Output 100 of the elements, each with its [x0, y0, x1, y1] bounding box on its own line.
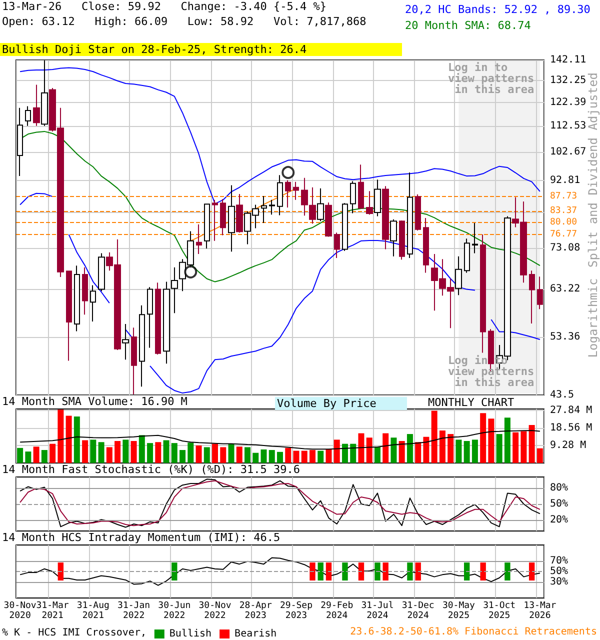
y-tick-label: 122.39: [550, 96, 586, 108]
y-tick-label: 70%: [550, 555, 568, 566]
candlestick: [285, 180, 291, 208]
y-axis-title: Split and Dividend Adjusted: [586, 72, 600, 268]
y-tick-label: 73.08: [550, 242, 580, 254]
bar: [448, 434, 454, 463]
ref-line-label: 83.37: [550, 206, 578, 216]
bar: [138, 435, 145, 463]
y-tick-label: 102.67: [550, 146, 586, 158]
bar: [58, 410, 64, 463]
y-tick-label: 132.25: [550, 74, 586, 86]
candlestick: [171, 266, 178, 314]
candlestick: [196, 224, 202, 254]
bar: [318, 450, 324, 463]
x-tick-label: 31-Mar 2021: [36, 601, 70, 621]
bar: [220, 447, 226, 463]
bar: [431, 410, 438, 463]
candlestick: [415, 194, 421, 231]
bar: [90, 440, 96, 463]
candlestick: [220, 198, 226, 236]
line-series: [20, 430, 540, 450]
bar: [252, 452, 259, 463]
bar: [50, 444, 56, 463]
candlestick: [212, 199, 218, 242]
legend-title: % K - HCS IMI Crossover,: [2, 628, 146, 638]
bar: [390, 438, 397, 463]
candlestick: [374, 179, 381, 217]
bar: [260, 449, 267, 463]
bar: [25, 452, 32, 463]
chart-title: 14 Month SMA Volume: 16.90 M: [2, 395, 188, 408]
bar: [155, 442, 162, 463]
y-tick-label: 92.81: [550, 175, 580, 186]
candlestick: [228, 184, 235, 252]
bar: [268, 450, 275, 463]
candlestick: [139, 304, 145, 388]
x-tick-label: 30-Jun 2022: [158, 601, 191, 621]
bar: [277, 452, 283, 463]
candlestick: [33, 84, 40, 126]
bar: [33, 446, 40, 463]
line-series: [20, 557, 540, 586]
chart-title: 14 Month HCS Intraday Momentum (IMI): 46.5: [2, 531, 280, 544]
bar: [285, 448, 292, 463]
y-tick-label: 142.11: [550, 54, 586, 66]
candlestick: [74, 265, 80, 332]
bar: [512, 432, 519, 463]
bar: [106, 447, 112, 463]
bar: [17, 448, 24, 463]
annotation: Log in to view patterns in this area: [448, 61, 534, 96]
bar: [130, 440, 137, 463]
y-tick-label: 50%: [550, 566, 568, 577]
candlestick: [325, 202, 332, 238]
candlestick: [407, 172, 413, 258]
bar: [504, 418, 510, 463]
candlestick: [261, 195, 267, 224]
bar: [236, 446, 242, 463]
y-tick-label: 63.22: [550, 284, 580, 295]
candlestick: [423, 218, 429, 274]
bar: [358, 433, 364, 463]
bar: [122, 440, 129, 463]
bar: [309, 450, 316, 463]
text: Logarithmic: [586, 278, 600, 358]
x-tick-label: 31-Dec 2024: [402, 601, 434, 621]
bar: [171, 443, 178, 463]
candlestick: [236, 194, 243, 234]
bar: [415, 442, 422, 463]
bar: [301, 450, 308, 463]
candlestick: [529, 270, 535, 324]
x-tick-label: 30-Nov 2020: [4, 601, 36, 621]
bar: [528, 424, 535, 463]
y-tick-label: 43.5: [550, 390, 574, 400]
bar: [204, 447, 210, 463]
y-tick-label: 27.84 M: [550, 405, 592, 416]
bar: [212, 444, 218, 463]
x-tick-label: 31-Jan 2022: [118, 601, 150, 621]
ref-line-label: 80.00: [550, 218, 578, 228]
legend-label: Bearish: [234, 628, 277, 640]
candlestick: [342, 202, 348, 252]
ref-line-label: 87.73: [550, 191, 578, 202]
candlestick: [90, 284, 96, 322]
candlestick: [537, 276, 543, 310]
legend-label: Bullish: [169, 628, 212, 640]
candlestick: [472, 222, 478, 254]
bar: [382, 433, 389, 463]
ref-line-label: 76.77: [550, 229, 578, 240]
candlestick: [350, 180, 356, 214]
candlestick: [277, 174, 283, 216]
candlestick: [390, 218, 397, 257]
candlestick: [399, 220, 405, 260]
bar: [520, 431, 527, 463]
bar: [326, 449, 332, 463]
bar: [147, 443, 154, 463]
bar: [74, 416, 80, 463]
y-tick-label: 18.56 M: [550, 422, 592, 434]
candlestick: [334, 232, 340, 258]
x-tick-label: 30-May 2025: [442, 601, 476, 621]
bar: [496, 434, 502, 463]
bar: [66, 416, 72, 463]
bar: [456, 440, 462, 463]
y-tick-label: 30%: [550, 576, 568, 588]
candlestick: [155, 282, 161, 355]
